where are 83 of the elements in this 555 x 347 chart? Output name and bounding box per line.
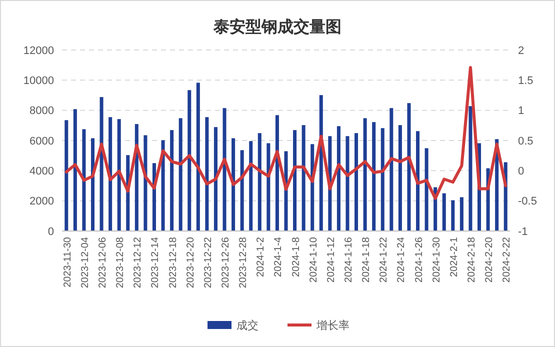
bar: [258, 133, 262, 231]
x-tick-label: 2023-12-22: [202, 236, 214, 288]
y-tick-label: 0: [48, 226, 54, 238]
x-tick-label: 2023-12-20: [185, 236, 196, 288]
bar: [293, 130, 297, 231]
y2-tick-label: 1.5: [518, 75, 534, 88]
x-tick-label: 2023-12-04: [80, 236, 91, 288]
bar: [416, 131, 420, 231]
y2-tick-label: 2: [518, 44, 524, 57]
bar: [266, 143, 270, 231]
x-tick-label: 2024-1-18: [361, 236, 372, 283]
bar: [64, 120, 68, 231]
bar: [468, 106, 472, 231]
x-tick-label: 2023-12-08: [115, 236, 126, 288]
x-tick-label: 2024-1-24: [396, 236, 408, 283]
y2-tick-label: 0.5: [518, 135, 534, 148]
bar: [188, 90, 192, 231]
bar: [354, 133, 358, 231]
bar: [196, 82, 200, 231]
y2-tick-label: -1: [518, 226, 528, 238]
bar: [222, 108, 226, 231]
y-tick-label: 2000: [30, 196, 54, 208]
x-tick-label: 2023-12-14: [150, 236, 162, 288]
x-tick-label: 2024-1-10: [308, 236, 320, 283]
x-tick-label: 2023-11-30: [62, 236, 74, 288]
x-tick-label: 2024-2-20: [484, 236, 496, 283]
x-tick-label: 2024-1-30: [431, 236, 442, 283]
bar: [460, 197, 464, 231]
x-tick-label: 2024-2-22: [502, 236, 513, 283]
x-tick-label: 2024-1-4: [273, 236, 284, 278]
x-tick-label: 2024-2-1: [448, 236, 460, 278]
bar: [451, 200, 455, 231]
bar: [346, 136, 350, 231]
x-tick-label: 2024-1-16: [343, 236, 354, 283]
y2-tick-label: 1: [518, 105, 524, 118]
bar: [170, 130, 174, 231]
bar: [144, 135, 148, 231]
bar: [108, 117, 112, 231]
bar: [407, 103, 411, 231]
x-tick-label: 2024-1-12: [326, 236, 337, 283]
x-tick-label: 2023-12-18: [168, 236, 179, 288]
bar: [232, 138, 236, 231]
bar: [178, 118, 182, 231]
x-tick-label: 2023-12-26: [220, 236, 232, 288]
legend-label: 成交: [236, 318, 258, 332]
line-series: [64, 66, 508, 200]
y-tick-label: 12000: [23, 44, 54, 57]
bar: [161, 140, 165, 231]
bar: [117, 119, 121, 231]
bar: [442, 193, 446, 231]
legend-label: 增长率: [316, 318, 350, 332]
bar: [302, 125, 306, 231]
x-tick-label: 2024-1-22: [378, 236, 390, 283]
x-tick-label: 2024-1-8: [290, 236, 302, 278]
x-tick-label: 2024-1-2: [256, 236, 267, 278]
chart-title: 泰安型钢成交量图: [212, 17, 342, 36]
y2-tick-label: -0.5: [518, 196, 537, 208]
bar: [205, 117, 209, 231]
y-tick-label: 6000: [30, 135, 54, 148]
bar: [275, 115, 279, 231]
y-tick-label: 8000: [30, 105, 54, 118]
bar: [249, 141, 253, 231]
bar: [336, 126, 340, 231]
bar: [240, 150, 244, 231]
x-tick-label: 2023-12-28: [238, 236, 250, 288]
bar: [380, 128, 384, 231]
y-tick-label: 4000: [30, 166, 54, 178]
x-tick-label: 2023-12-06: [98, 236, 109, 288]
bar: [390, 108, 394, 231]
bar: [73, 109, 77, 231]
bar: [363, 118, 367, 231]
x-tick-label: 2024-1-26: [414, 236, 425, 283]
bar: [100, 97, 104, 231]
bar: [398, 125, 402, 231]
bar: [90, 138, 94, 231]
bar: [424, 148, 428, 231]
bar: [82, 129, 86, 231]
x-tick-label: 2023-12-12: [132, 236, 144, 288]
y-tick-label: 10000: [23, 75, 54, 88]
bar: [214, 127, 218, 231]
x-tick-label: 2024-2-18: [466, 236, 478, 283]
bar: [372, 122, 376, 231]
y2-tick-label: 0: [518, 166, 524, 178]
